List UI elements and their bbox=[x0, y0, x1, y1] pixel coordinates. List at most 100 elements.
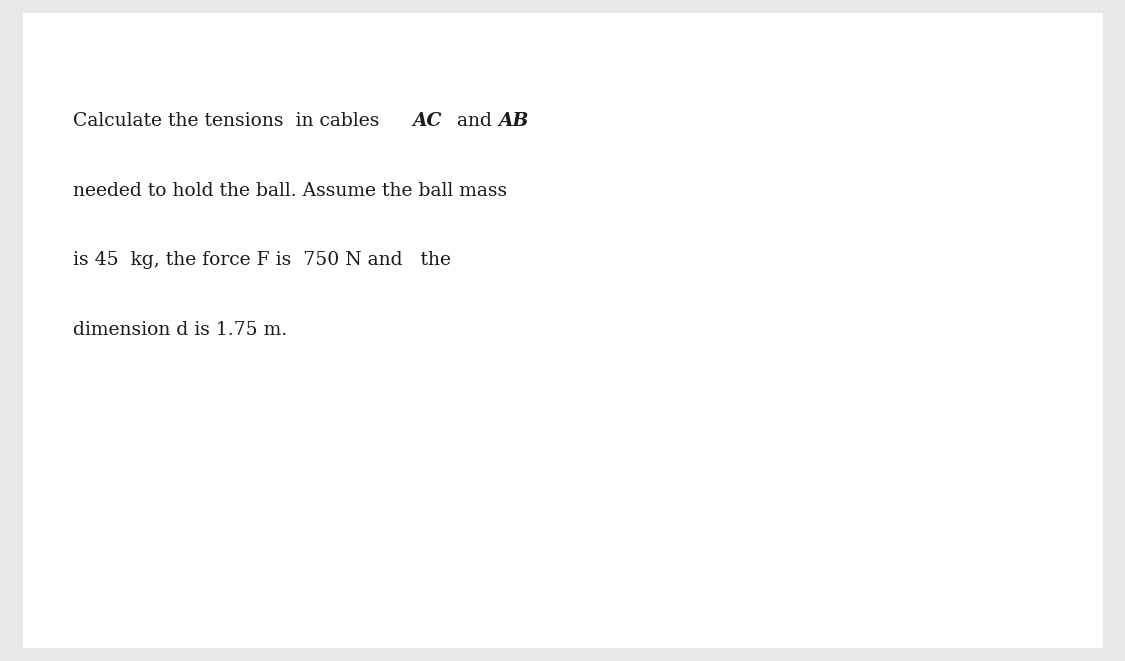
Circle shape bbox=[586, 74, 592, 81]
Circle shape bbox=[591, 115, 597, 122]
Circle shape bbox=[601, 562, 609, 570]
Circle shape bbox=[586, 116, 592, 121]
Circle shape bbox=[618, 237, 623, 243]
Circle shape bbox=[618, 217, 623, 223]
Circle shape bbox=[592, 75, 597, 80]
Circle shape bbox=[592, 258, 596, 263]
Circle shape bbox=[592, 543, 597, 548]
Circle shape bbox=[602, 420, 608, 426]
Circle shape bbox=[618, 74, 624, 81]
Circle shape bbox=[619, 278, 623, 284]
Circle shape bbox=[606, 134, 614, 143]
Circle shape bbox=[606, 237, 614, 245]
Circle shape bbox=[613, 502, 618, 507]
Circle shape bbox=[586, 442, 592, 446]
Circle shape bbox=[586, 461, 592, 467]
Circle shape bbox=[601, 318, 609, 325]
Circle shape bbox=[601, 175, 609, 183]
Circle shape bbox=[601, 338, 609, 346]
Circle shape bbox=[616, 379, 624, 387]
Circle shape bbox=[603, 401, 608, 405]
Circle shape bbox=[601, 297, 609, 305]
Circle shape bbox=[603, 523, 608, 527]
Circle shape bbox=[586, 196, 592, 203]
Text: Calculate the tensions  in cables: Calculate the tensions in cables bbox=[73, 112, 386, 130]
Circle shape bbox=[591, 155, 598, 163]
Text: C: C bbox=[634, 240, 647, 258]
Circle shape bbox=[618, 298, 624, 305]
Circle shape bbox=[595, 521, 604, 529]
Circle shape bbox=[592, 339, 597, 345]
Text: AC: AC bbox=[413, 112, 442, 130]
Text: F: F bbox=[902, 408, 916, 428]
Circle shape bbox=[591, 461, 597, 467]
Text: A: A bbox=[810, 395, 822, 412]
Circle shape bbox=[608, 522, 613, 528]
Circle shape bbox=[616, 256, 624, 264]
Circle shape bbox=[591, 358, 598, 366]
Circle shape bbox=[590, 399, 598, 407]
Circle shape bbox=[586, 258, 592, 263]
Circle shape bbox=[595, 561, 604, 570]
Circle shape bbox=[613, 441, 618, 446]
Circle shape bbox=[608, 75, 613, 80]
Circle shape bbox=[612, 481, 619, 488]
Circle shape bbox=[601, 460, 609, 468]
Circle shape bbox=[612, 338, 619, 346]
Circle shape bbox=[616, 480, 626, 489]
Circle shape bbox=[602, 75, 608, 80]
Circle shape bbox=[596, 298, 603, 304]
Circle shape bbox=[612, 135, 619, 142]
Circle shape bbox=[592, 421, 596, 426]
Circle shape bbox=[586, 237, 592, 243]
Circle shape bbox=[585, 419, 593, 428]
Circle shape bbox=[616, 126, 629, 138]
Circle shape bbox=[586, 482, 592, 487]
Circle shape bbox=[597, 401, 602, 405]
Circle shape bbox=[585, 522, 593, 529]
Circle shape bbox=[596, 481, 603, 488]
Text: d: d bbox=[569, 332, 580, 350]
Circle shape bbox=[595, 460, 604, 469]
Circle shape bbox=[612, 217, 619, 223]
Circle shape bbox=[602, 155, 609, 162]
Circle shape bbox=[597, 197, 602, 202]
Circle shape bbox=[602, 278, 609, 284]
Circle shape bbox=[586, 299, 592, 304]
Circle shape bbox=[616, 440, 624, 447]
Circle shape bbox=[591, 501, 597, 508]
Circle shape bbox=[586, 95, 592, 101]
Circle shape bbox=[595, 216, 603, 224]
Circle shape bbox=[585, 501, 593, 508]
Circle shape bbox=[611, 521, 620, 529]
Circle shape bbox=[591, 95, 597, 101]
Circle shape bbox=[592, 217, 596, 222]
Ellipse shape bbox=[780, 510, 795, 521]
Circle shape bbox=[613, 421, 618, 426]
Circle shape bbox=[597, 116, 602, 120]
Circle shape bbox=[596, 257, 603, 264]
Circle shape bbox=[602, 115, 608, 122]
Circle shape bbox=[606, 176, 613, 182]
Circle shape bbox=[597, 442, 602, 446]
Circle shape bbox=[613, 237, 619, 243]
Circle shape bbox=[611, 277, 620, 286]
Circle shape bbox=[613, 197, 619, 202]
Circle shape bbox=[591, 562, 598, 570]
Circle shape bbox=[595, 318, 604, 326]
Circle shape bbox=[612, 461, 619, 467]
Circle shape bbox=[596, 278, 602, 284]
Circle shape bbox=[596, 360, 603, 366]
Circle shape bbox=[618, 338, 624, 346]
Circle shape bbox=[586, 278, 592, 284]
Circle shape bbox=[608, 95, 613, 100]
Circle shape bbox=[608, 360, 613, 366]
Circle shape bbox=[606, 317, 614, 326]
Circle shape bbox=[608, 441, 613, 447]
Circle shape bbox=[585, 318, 593, 326]
Circle shape bbox=[591, 196, 598, 204]
Circle shape bbox=[611, 379, 620, 387]
Circle shape bbox=[591, 278, 597, 284]
Circle shape bbox=[606, 155, 614, 163]
Circle shape bbox=[606, 297, 614, 305]
